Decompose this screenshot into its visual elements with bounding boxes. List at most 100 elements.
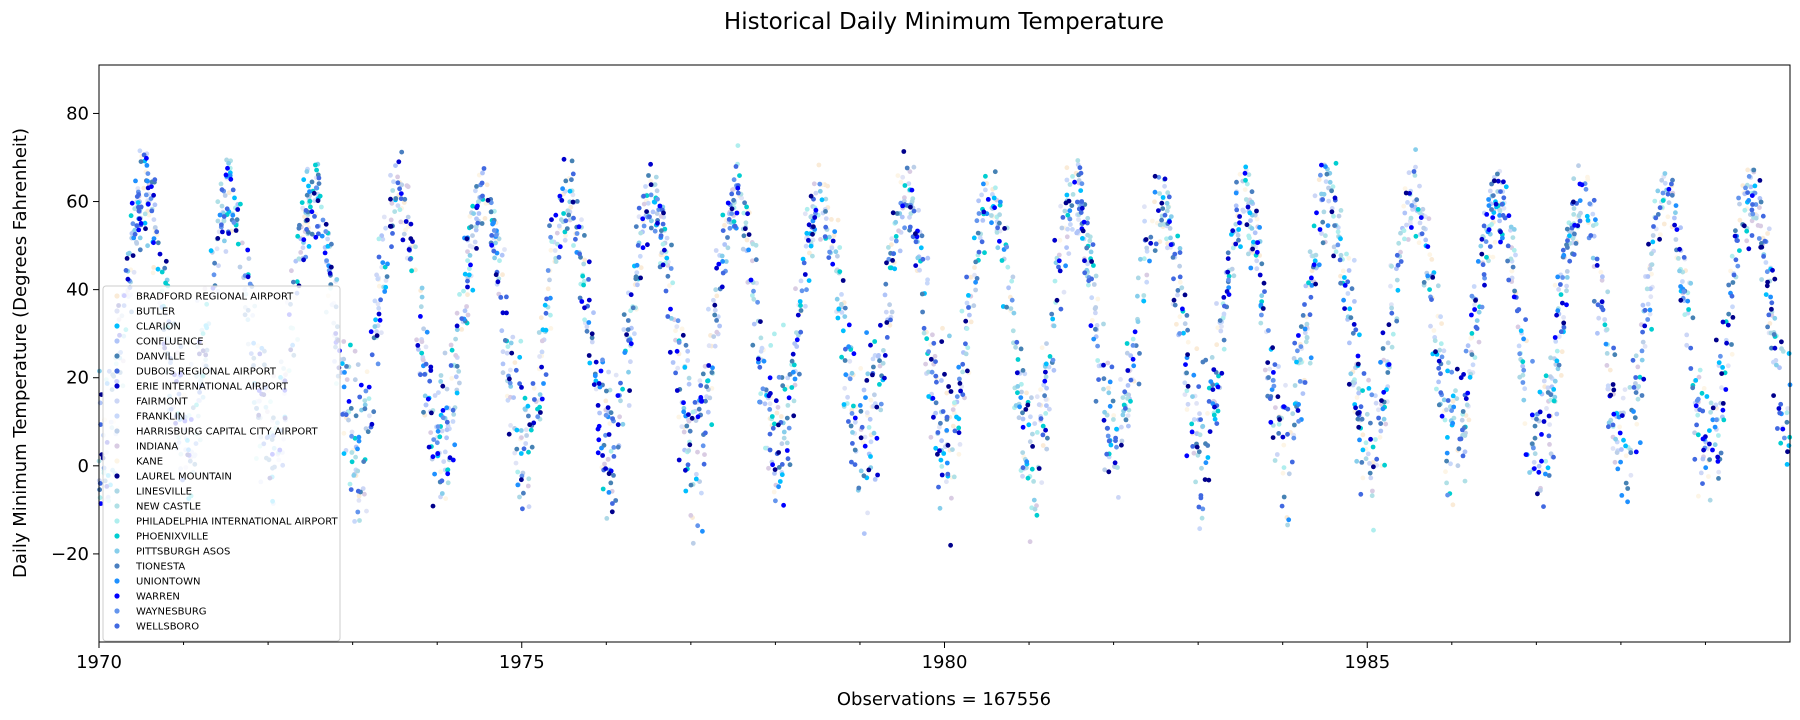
data-point <box>1062 208 1068 214</box>
data-point <box>376 254 382 260</box>
data-point <box>1633 449 1639 455</box>
data-point <box>627 388 632 393</box>
data-point <box>729 191 735 197</box>
data-point <box>1379 398 1384 403</box>
data-point <box>755 299 760 305</box>
data-point <box>143 226 148 232</box>
data-point <box>1236 227 1242 232</box>
data-point <box>1644 286 1650 292</box>
data-point <box>1248 265 1254 271</box>
data-point <box>1340 268 1346 274</box>
legend-label: LINESVILLE <box>136 487 192 498</box>
data-point <box>1049 311 1055 317</box>
data-point <box>453 353 459 358</box>
data-point <box>1515 324 1521 330</box>
legend-item: PHILADELPHIA INTERNATIONAL AIRPORT <box>114 517 338 528</box>
data-point <box>1247 210 1253 216</box>
data-point <box>224 206 230 212</box>
data-point <box>591 310 596 316</box>
data-point <box>1570 235 1576 241</box>
data-point <box>549 239 555 244</box>
legend-marker <box>114 353 120 359</box>
data-point <box>1085 215 1091 221</box>
data-point <box>415 343 421 348</box>
data-point <box>1078 170 1084 176</box>
data-point <box>152 225 158 230</box>
data-point <box>226 190 232 196</box>
data-point <box>366 384 372 390</box>
data-point <box>1010 274 1016 280</box>
legend-label: INDIANA <box>136 442 178 453</box>
data-point <box>779 462 785 467</box>
data-point <box>595 450 601 456</box>
data-point <box>714 293 720 299</box>
data-point <box>983 173 988 179</box>
data-point <box>1157 191 1162 196</box>
data-point <box>1401 203 1407 209</box>
data-point <box>1501 195 1507 201</box>
data-point <box>1469 293 1475 299</box>
data-point <box>1237 214 1242 219</box>
data-point <box>1205 455 1211 460</box>
data-point <box>959 308 965 314</box>
data-point <box>226 231 232 236</box>
data-point <box>571 215 576 221</box>
data-point <box>491 220 496 226</box>
data-point <box>430 503 436 509</box>
data-point <box>1091 336 1097 342</box>
data-point <box>1130 343 1136 348</box>
data-point <box>1165 190 1171 196</box>
data-point <box>1681 289 1687 294</box>
data-point <box>1416 240 1422 246</box>
data-point <box>146 212 152 218</box>
data-point <box>1398 259 1404 264</box>
data-point <box>1617 430 1623 436</box>
data-point <box>1517 351 1523 357</box>
data-point <box>1085 232 1090 238</box>
data-point <box>1619 493 1625 498</box>
data-point <box>791 398 797 404</box>
data-point <box>650 209 656 215</box>
data-point <box>1272 362 1278 367</box>
data-point <box>325 236 330 242</box>
data-point <box>1631 409 1636 414</box>
data-point <box>1380 406 1386 412</box>
data-point <box>530 381 536 386</box>
data-point <box>1599 277 1605 283</box>
data-point <box>1697 367 1703 373</box>
legend-item: FAIRMONT <box>114 397 189 408</box>
data-point <box>886 256 892 262</box>
data-point <box>669 242 674 248</box>
data-point <box>444 419 450 425</box>
data-point <box>464 236 470 242</box>
data-point <box>802 211 808 217</box>
data-point <box>1623 443 1628 449</box>
data-point <box>1413 147 1418 153</box>
data-point <box>593 359 599 365</box>
data-point <box>1266 328 1271 333</box>
data-point <box>1032 506 1038 512</box>
data-point <box>325 243 331 249</box>
data-point <box>1119 442 1124 448</box>
data-point <box>1296 418 1301 424</box>
data-point <box>1298 324 1304 329</box>
data-point <box>888 317 893 323</box>
data-point <box>874 404 880 410</box>
data-point <box>1450 420 1456 426</box>
data-point <box>1750 202 1755 207</box>
data-point <box>1637 440 1643 446</box>
data-point <box>372 298 378 304</box>
data-point <box>1313 252 1319 258</box>
legend-label: PHILADELPHIA INTERNATIONAL AIRPORT <box>136 517 338 528</box>
data-point <box>1484 212 1490 217</box>
data-point <box>388 172 393 178</box>
data-point <box>726 217 732 222</box>
data-point <box>363 388 369 394</box>
data-point <box>440 383 446 389</box>
data-point <box>466 272 472 278</box>
data-point <box>1153 241 1159 247</box>
data-point <box>1684 332 1690 338</box>
data-point <box>1303 339 1309 345</box>
data-point <box>343 412 349 418</box>
data-point <box>323 221 329 227</box>
